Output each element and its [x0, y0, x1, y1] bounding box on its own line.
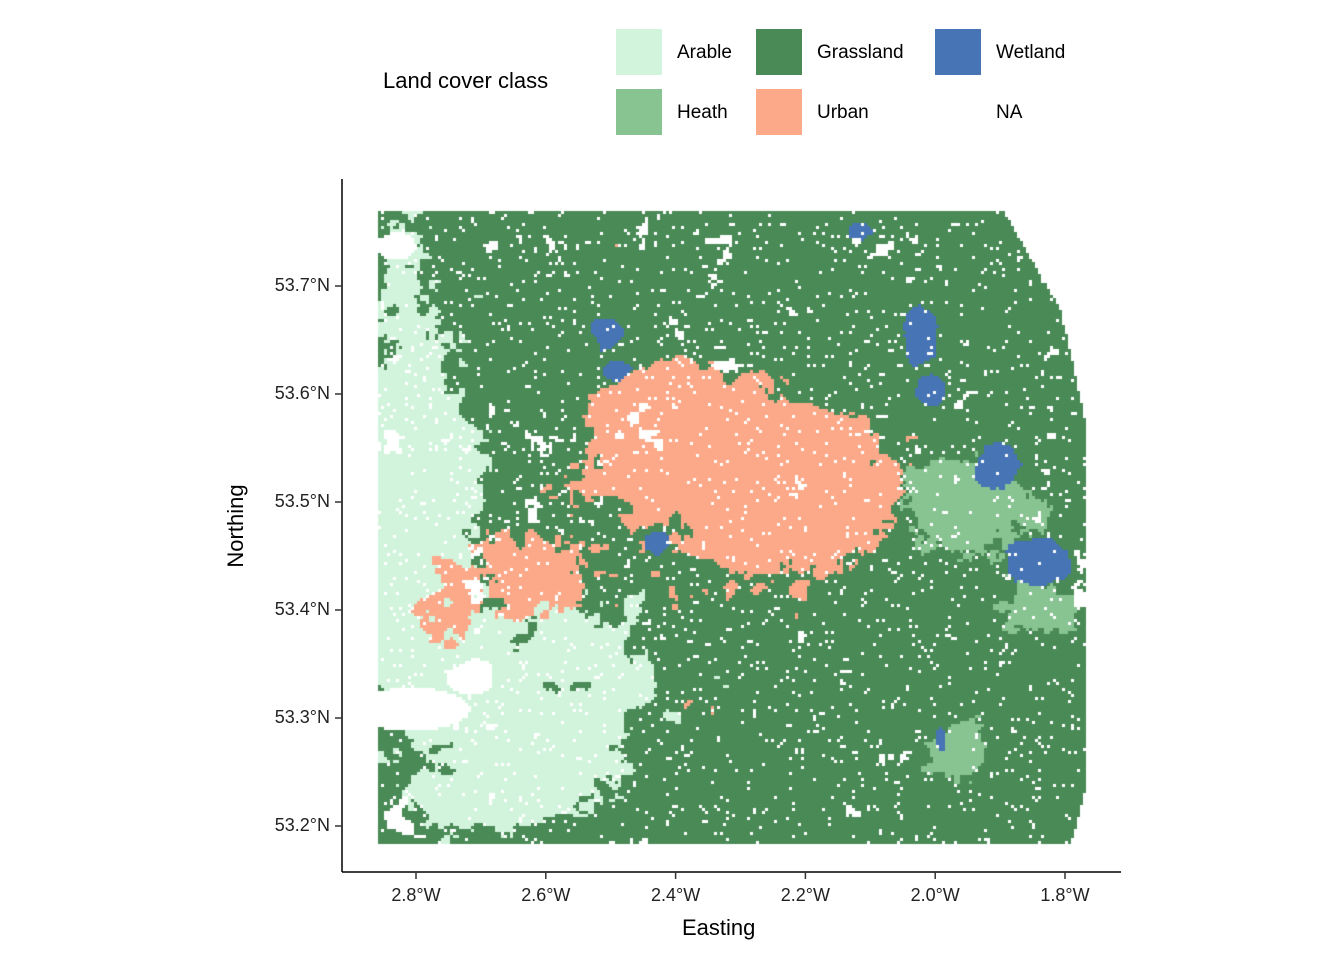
x-tick-label: 2.4°W: [650, 885, 701, 905]
legend-label-heath: Heath: [677, 102, 728, 123]
x-tick-label: 1.8°W: [1040, 885, 1090, 905]
x-tick-label: 2.6°W: [521, 885, 571, 905]
y-tick-label: 53.6°N: [274, 383, 330, 403]
x-axis-title: Easting: [682, 915, 756, 940]
legend-label-wetland: Wetland: [996, 42, 1066, 63]
legend-swatch-wetland: [935, 29, 981, 75]
legend-label-arable: Arable: [677, 42, 732, 63]
x-tick-label: 2.0°W: [910, 885, 960, 905]
y-tick-label: 53.4°N: [274, 599, 330, 619]
y-tick-label: 53.5°N: [274, 491, 330, 511]
legend-label-na: NA: [996, 102, 1023, 123]
legend-label-urban: Urban: [817, 102, 869, 123]
y-axis-title: Northing: [223, 484, 248, 568]
x-tick-label: 2.2°W: [780, 885, 830, 905]
legend-label-grassland: Grassland: [817, 42, 904, 63]
legend-swatch-urban: [756, 89, 802, 135]
legend-swatch-arable: [616, 29, 662, 75]
y-tick-label: 53.7°N: [274, 275, 330, 295]
y-tick-label: 53.3°N: [274, 707, 330, 727]
legend-swatch-grassland: [756, 29, 802, 75]
legend-swatch-heath: [616, 89, 662, 135]
y-tick-label: 53.2°N: [274, 815, 330, 835]
legend-title: Land cover class: [383, 68, 549, 93]
x-tick-label: 2.8°W: [391, 885, 441, 905]
